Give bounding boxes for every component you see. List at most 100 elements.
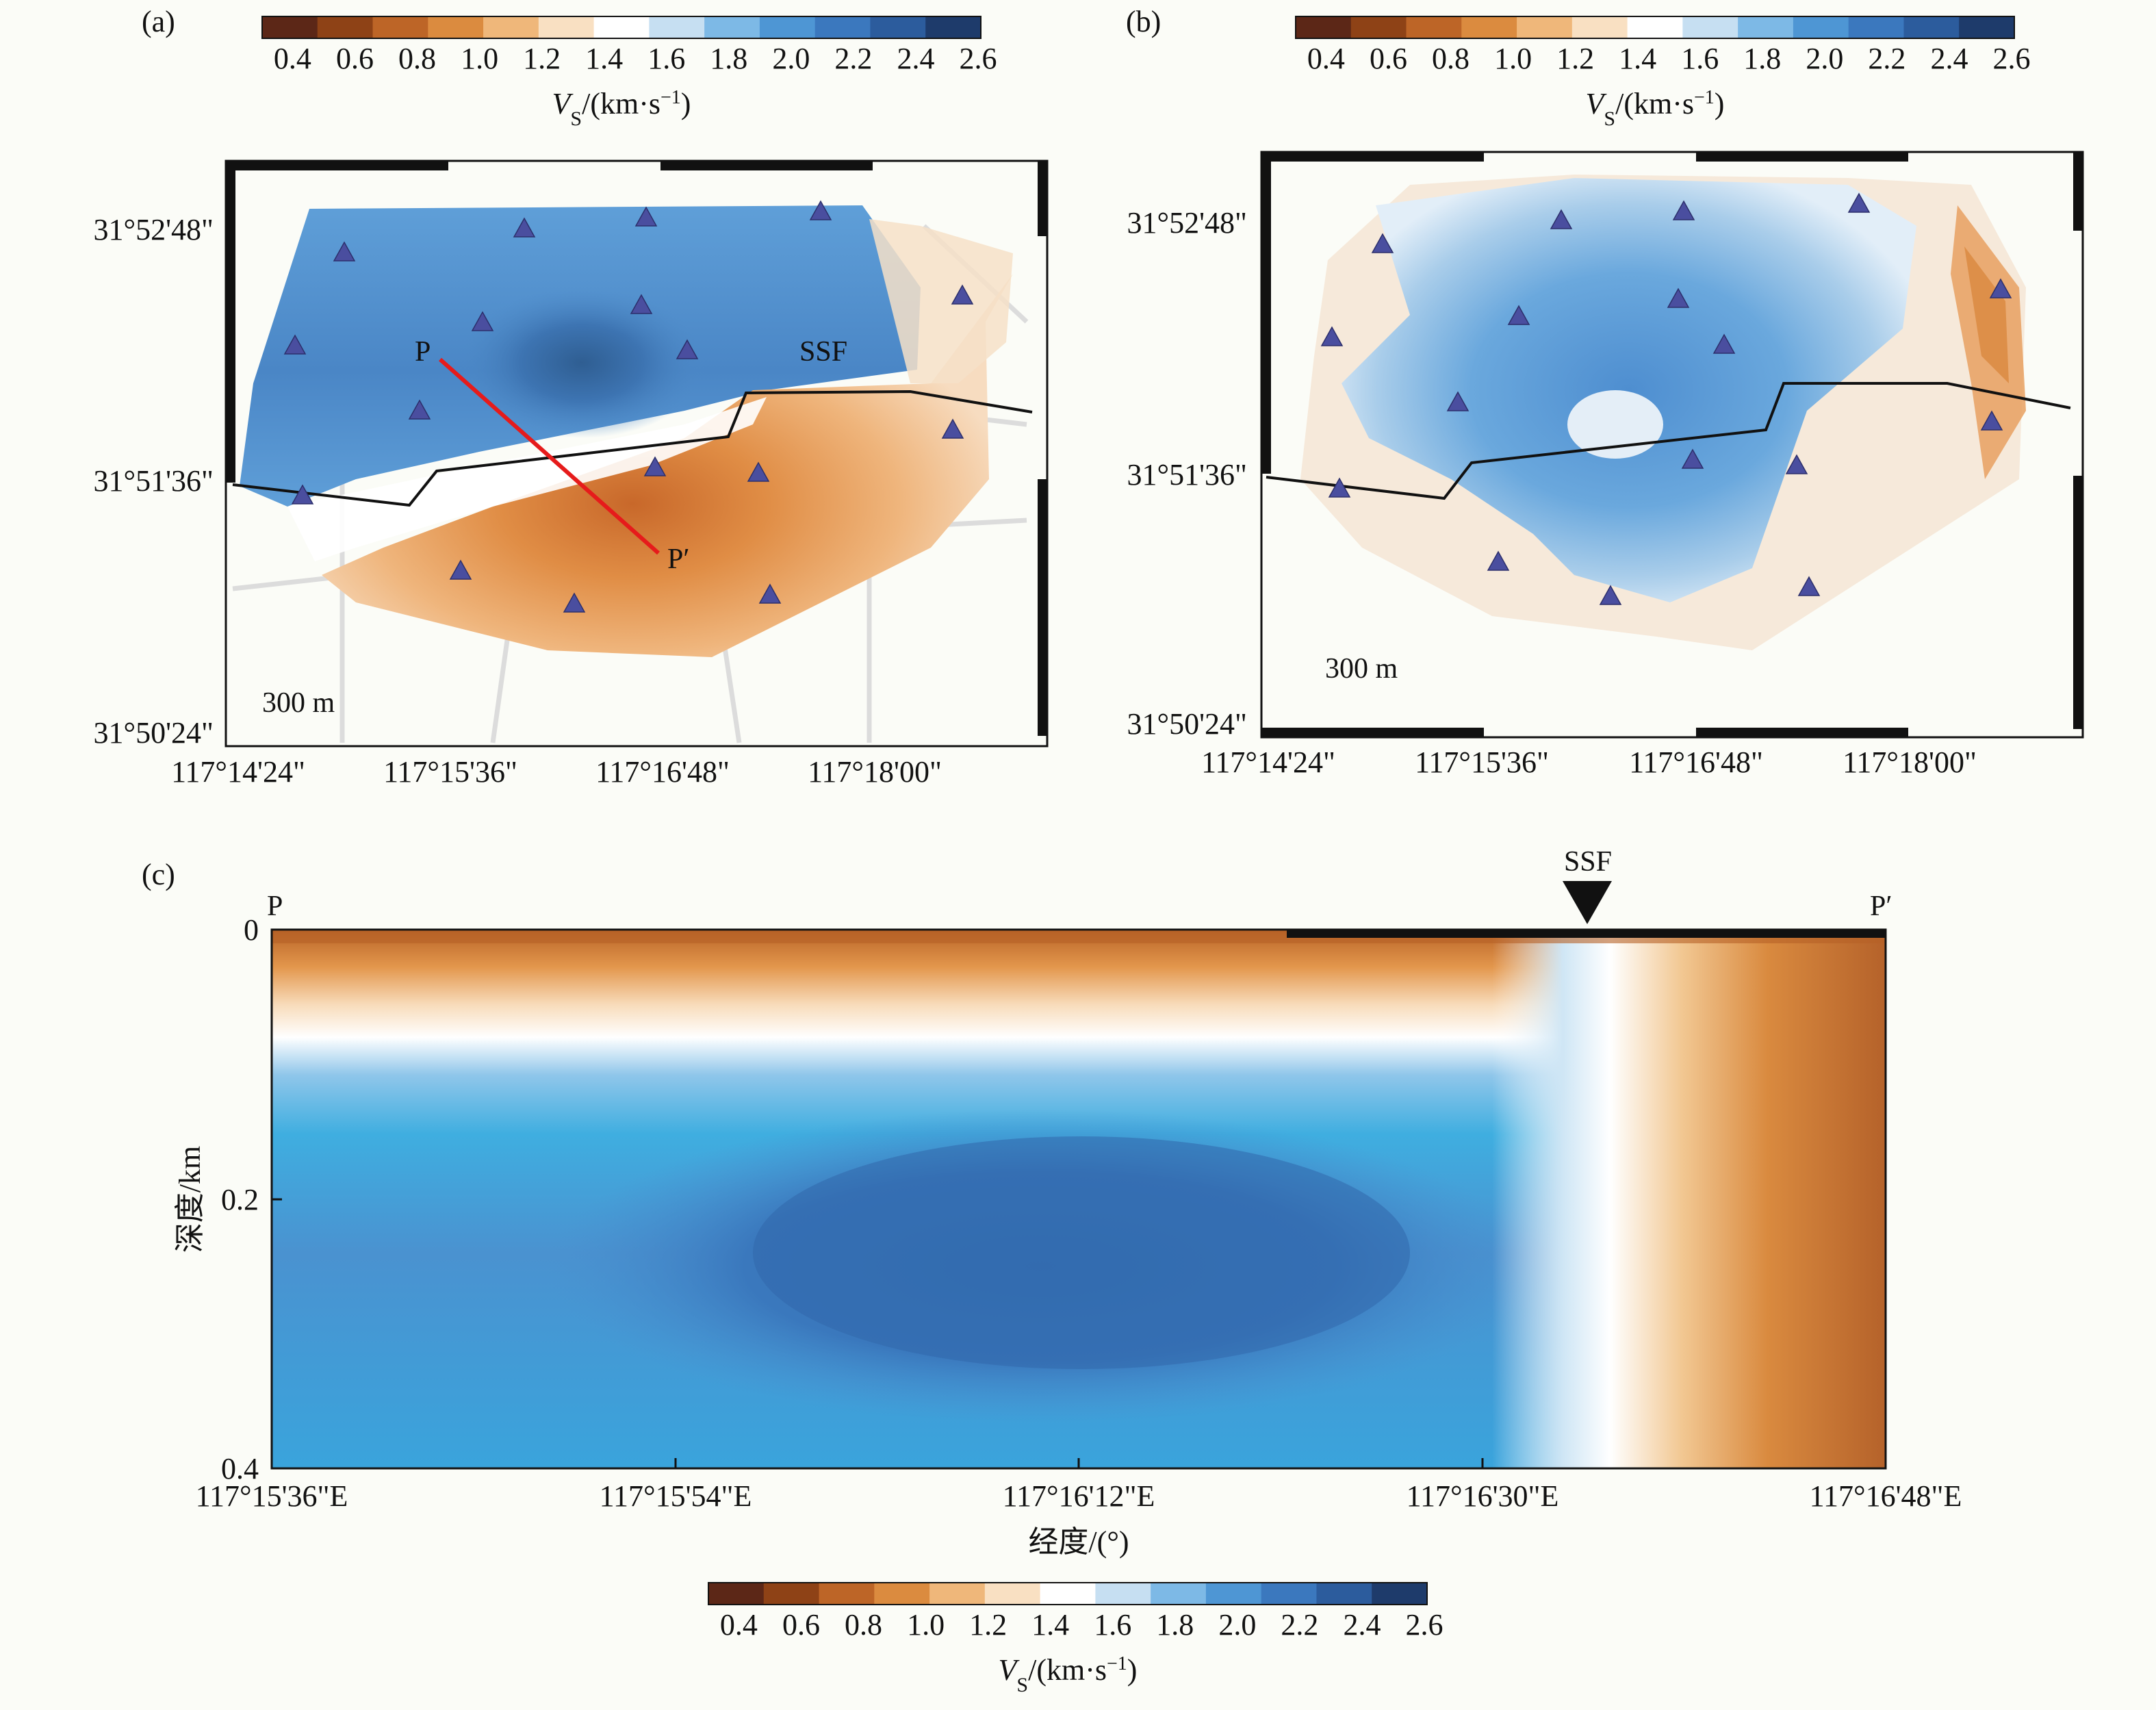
station-triangle-icon	[1446, 391, 1470, 411]
colorbar-tick-label: 1.0	[461, 42, 498, 75]
colorbar-tick-label: 1.0	[1494, 42, 1532, 75]
station-triangle-icon	[1320, 326, 1344, 346]
colorbar-swatch	[874, 1583, 930, 1605]
station-triangle-icon	[563, 592, 586, 613]
colorbar-tick-label: 1.2	[1556, 42, 1594, 75]
colorbar-swatch	[1316, 1583, 1372, 1605]
colorbar-swatch	[1848, 16, 1904, 38]
section-xtick-1: 117°15'36"E	[196, 1479, 348, 1513]
section-ssf-label: SSF	[1564, 846, 1612, 878]
station-triangle-icon	[809, 200, 832, 220]
station-triangle-icon	[449, 559, 472, 580]
station-triangle-icon	[747, 461, 770, 482]
colorbar-tick-label: 1.2	[969, 1608, 1007, 1642]
colorbar-tick-label: 2.4	[1930, 42, 1968, 75]
colorbar-tick-label: 0.6	[336, 42, 374, 75]
map-a-xtick-3: 117°16'48"	[595, 755, 730, 789]
map-a-velocity-field	[240, 205, 1013, 657]
colorbar-tick-label: 1.8	[710, 42, 747, 75]
colorbar-swatch	[1151, 1583, 1207, 1605]
colorbar-label: VS/(km·s−1)	[552, 87, 691, 130]
section-end-label: P′	[1870, 891, 1892, 922]
colorbar-tick-label: 1.4	[585, 42, 623, 75]
map-b-velocity-field	[1300, 175, 2026, 650]
stations-b	[1320, 192, 2012, 605]
section-ytick-3: 0.4	[221, 1452, 259, 1485]
map-b-xtick-2: 117°15'36"	[1415, 745, 1549, 779]
colorbar-tick-label: 0.8	[845, 1608, 882, 1642]
colorbar-swatch	[1095, 1583, 1151, 1605]
station-triangle-icon	[941, 418, 964, 439]
colorbar-label: VS/(km·s−1)	[999, 1653, 1138, 1696]
section-xtick-3: 117°16'12"E	[1003, 1479, 1155, 1513]
panel-c-label: (c)	[142, 858, 175, 891]
colorbar-tick-label: 1.8	[1156, 1608, 1194, 1642]
colorbar-tick-label: 2.6	[1406, 1608, 1443, 1642]
colorbar-swatch	[1571, 16, 1628, 38]
map-b-ytick-3: 31°50'24"	[1127, 707, 1247, 741]
colorbar-swatch	[1372, 1583, 1428, 1605]
colorbar-swatch	[1738, 16, 1794, 38]
station-triangle-icon	[1371, 233, 1394, 253]
station-triangle-icon	[513, 217, 536, 238]
section-line-pp	[439, 357, 660, 555]
colorbar-swatch	[708, 1583, 765, 1605]
map-b-xtick-4: 117°18'00"	[1843, 745, 1977, 779]
colorbar-tick-label: 2.2	[1868, 42, 1905, 75]
colorbar-swatch	[538, 16, 595, 38]
colorbar-swatch	[483, 16, 539, 38]
colorbar-a: 0.4 0.6 0.8 1.0 1.2 1.4 1.6 1.8 2.0 2.2 2.4 2.6 VS/(…	[261, 16, 997, 130]
colorbar-frame	[1295, 16, 2015, 39]
map-a-ytick-3: 31°50'24"	[94, 716, 214, 750]
colorbar-swatch	[925, 16, 981, 38]
colorbar-swatch	[1350, 16, 1407, 38]
map-b-xtick-3: 117°16'48"	[1629, 745, 1763, 779]
station-triangle-icon	[643, 456, 667, 476]
section-ytick-1: 0	[244, 913, 259, 947]
colorbar-tick-label: 2.6	[960, 42, 997, 75]
map-a-ytick-2: 31°51'36"	[94, 464, 214, 498]
section-start-label: P	[267, 891, 283, 922]
colorbar-tick-label: 2.2	[1281, 1608, 1318, 1642]
station-triangle-icon	[1487, 550, 1510, 571]
map-a-xtick-1: 117°14'24"	[171, 755, 305, 789]
colorbar-swatch	[1040, 1583, 1096, 1605]
panel-c: (c) SSF P P′ 0 0.2 0.4 117°15'36"E 117°1…	[142, 846, 1962, 1559]
section-xlabel: 经度/(°)	[1028, 1525, 1129, 1559]
colorbar-tick-label: 1.0	[907, 1608, 945, 1642]
station-triangle-icon	[1681, 448, 1704, 469]
station-triangle-icon	[291, 484, 314, 505]
colorbar-swatch	[1261, 1583, 1317, 1605]
colorbar-tick-label: 0.8	[1432, 42, 1470, 75]
section-xtick-4: 117°16'30"E	[1407, 1479, 1559, 1513]
colorbar-tick-label: 0.6	[1370, 42, 1407, 75]
station-triangle-icon	[1712, 333, 1736, 354]
panel-a-label: (a)	[142, 5, 175, 38]
map-b-ytick-1: 31°52'48"	[1127, 206, 1247, 240]
station-triangle-icon	[1989, 278, 2012, 298]
map-b-fault	[1266, 382, 2071, 500]
ssf-marker-icon	[1563, 881, 1612, 924]
station-triangle-icon	[1599, 585, 1622, 605]
colorbar-swatch	[759, 16, 816, 38]
station-triangle-icon	[634, 206, 658, 227]
colorbar-tick-label: 2.6	[1993, 42, 2031, 75]
colorbar-swatch	[317, 16, 374, 38]
station-triangle-icon	[333, 241, 356, 261]
section-ylabel: 深度/km	[173, 1146, 207, 1253]
station-triangle-icon	[1797, 576, 1821, 596]
colorbar-swatch	[984, 1583, 1041, 1605]
station-triangle-icon	[1667, 288, 1690, 308]
section-top-bar	[1287, 930, 1886, 938]
map-b-xtick-1: 117°14'24"	[1201, 745, 1335, 779]
colorbar-tick-label: 1.2	[523, 42, 561, 75]
ssf-label: SSF	[799, 336, 847, 368]
colorbar-tick-label: 2.2	[834, 42, 872, 75]
colorbar-tick-label: 0.4	[720, 1608, 758, 1642]
colorbar-tick-label: 1.6	[1681, 42, 1719, 75]
colorbar-swatch	[870, 16, 926, 38]
colorbar-swatch	[819, 1583, 875, 1605]
colorbar-swatch	[262, 16, 318, 38]
colorbar-swatch	[1406, 16, 1462, 38]
colorbar-tick-label: 1.8	[1743, 42, 1781, 75]
